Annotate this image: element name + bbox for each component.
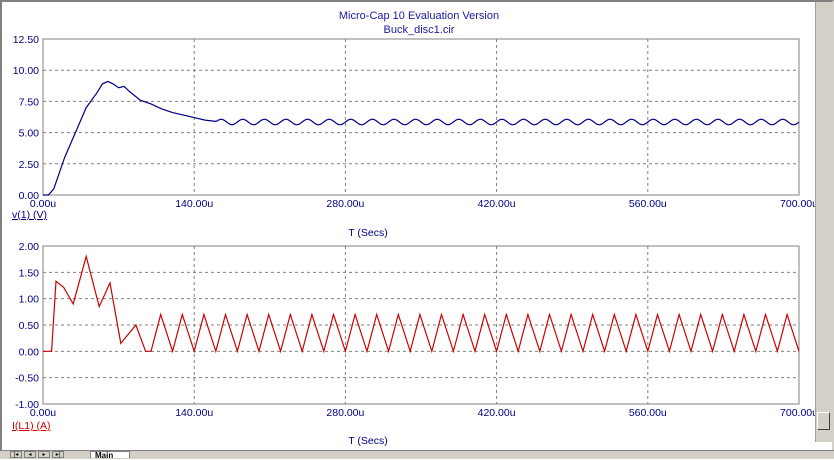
x-tick-label: 700.00u	[780, 198, 818, 210]
x-tick-label: 140.00u	[175, 198, 213, 210]
x-tick-label: 560.00u	[629, 407, 667, 419]
tab-bar	[0, 450, 834, 459]
circuit-filename: Buck_disc1.cir	[383, 24, 455, 36]
y-tick-label: 1.00	[19, 294, 40, 306]
series-line	[43, 254, 800, 354]
nav-prev-icon[interactable]: ◂	[24, 451, 36, 458]
x-tick-label: 280.00u	[326, 198, 364, 210]
window-title: Micro-Cap 10 Evaluation Version	[338, 10, 500, 22]
x-tick-label: 420.00u	[478, 407, 516, 419]
y-tick-label: -0.50	[15, 373, 39, 385]
series-line	[43, 80, 800, 196]
y-tick-label: 1.50	[19, 267, 40, 279]
y-tick-label: 7.50	[19, 96, 40, 108]
y-tick-label: -1.00	[15, 399, 39, 411]
vertical-scrollbar[interactable]	[815, 2, 832, 442]
y-tick-label: 2.50	[19, 159, 40, 171]
plot-area-1	[42, 38, 800, 196]
y-tick-label: 2.00	[19, 241, 40, 253]
scrollbar-thumb[interactable]	[817, 412, 830, 430]
nav-last-icon[interactable]: ▸|	[52, 451, 64, 458]
y-tick-label: 0.50	[19, 320, 40, 332]
y-tick-label: 0.00	[19, 190, 40, 202]
x-axis-label: T (Secs)	[348, 227, 387, 239]
tab-main[interactable]: Main	[90, 451, 130, 458]
x-axis-label: T (Secs)	[348, 435, 387, 447]
x-tick-label: 0.00u	[30, 407, 56, 419]
x-tick-label: 140.00u	[175, 407, 213, 419]
y-tick-label: 5.00	[19, 128, 40, 140]
nav-next-icon[interactable]: ▸	[38, 451, 50, 458]
y-tick-label: 0.00	[19, 346, 40, 358]
legend-entry: v(1) (V)	[12, 209, 47, 221]
nav-first-icon[interactable]: |◂	[10, 451, 22, 458]
x-tick-label: 420.00u	[478, 198, 516, 210]
y-tick-label: 12.50	[13, 34, 39, 46]
x-tick-label: 700.00u	[780, 407, 818, 419]
y-tick-label: 10.00	[13, 65, 39, 77]
legend-entry: I(L1) (A)	[12, 420, 51, 432]
x-tick-label: 0.00u	[30, 198, 56, 210]
x-tick-label: 560.00u	[629, 198, 667, 210]
x-tick-label: 280.00u	[326, 407, 364, 419]
